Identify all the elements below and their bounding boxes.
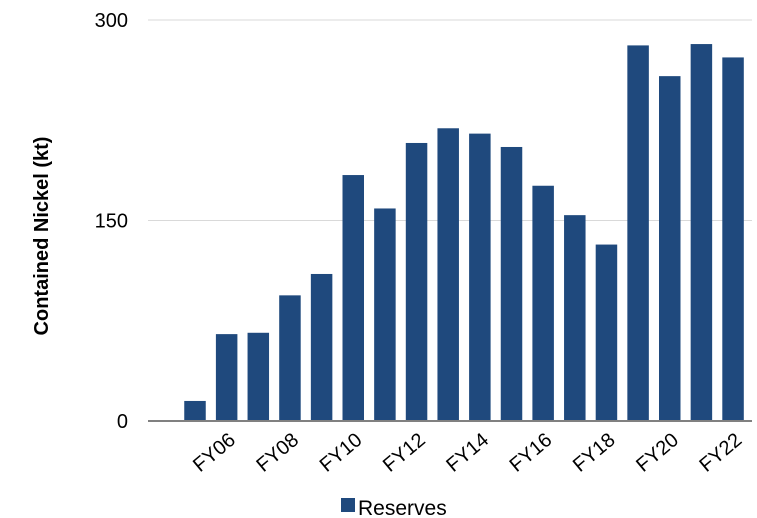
x-tick-label: FY22 — [695, 429, 746, 477]
bar-fy15 — [500, 146, 523, 422]
bar-fy12 — [405, 142, 428, 421]
x-tick-label: FY20 — [632, 429, 683, 477]
bar-fy09 — [310, 273, 333, 421]
bar-fy21 — [690, 44, 713, 422]
y-tick-labels: 0 150 300 — [95, 10, 128, 433]
bar-fy20 — [659, 76, 681, 421]
y-axis-title: Contained Nickel (kt) — [31, 137, 53, 336]
bar-fy10 — [342, 175, 364, 421]
bar-fy18 — [595, 244, 618, 421]
x-tick-label: FY16 — [506, 429, 557, 477]
y-tick-label: 0 — [117, 411, 128, 433]
bar-fy06 — [215, 334, 238, 421]
bars — [184, 44, 744, 422]
x-tick-label: FY18 — [569, 429, 620, 477]
x-tick-label: FY14 — [442, 429, 493, 477]
bar-fy22 — [722, 57, 744, 422]
legend: Reserves — [341, 497, 447, 518]
bar-fy13 — [437, 128, 459, 421]
bar-fy17 — [564, 215, 586, 421]
y-tick-label: 300 — [95, 10, 128, 32]
x-tick-label: FY08 — [252, 429, 303, 477]
y-tick-label: 150 — [95, 211, 128, 233]
bar-fy05 — [184, 400, 206, 421]
x-tick-labels: FY06 FY08 FY10 FY12 FY14 FY16 FY18 FY20 FY22 — [189, 429, 746, 477]
legend-label: Reserves — [358, 497, 447, 518]
x-tick-label: FY06 — [189, 429, 240, 477]
x-tick-label: FY12 — [379, 429, 430, 477]
bar-fy14 — [469, 133, 491, 421]
bar-fy16 — [532, 185, 554, 421]
x-tick-label: FY10 — [316, 429, 367, 477]
bar-fy11 — [374, 208, 396, 421]
bar-fy08 — [279, 295, 301, 421]
bar-fy07 — [247, 332, 270, 421]
bar-fy19 — [627, 45, 649, 422]
legend-swatch — [341, 498, 355, 512]
